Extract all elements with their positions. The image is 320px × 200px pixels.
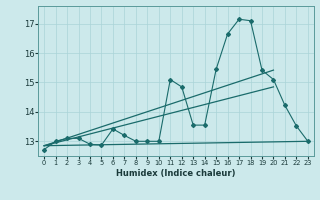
X-axis label: Humidex (Indice chaleur): Humidex (Indice chaleur): [116, 169, 236, 178]
